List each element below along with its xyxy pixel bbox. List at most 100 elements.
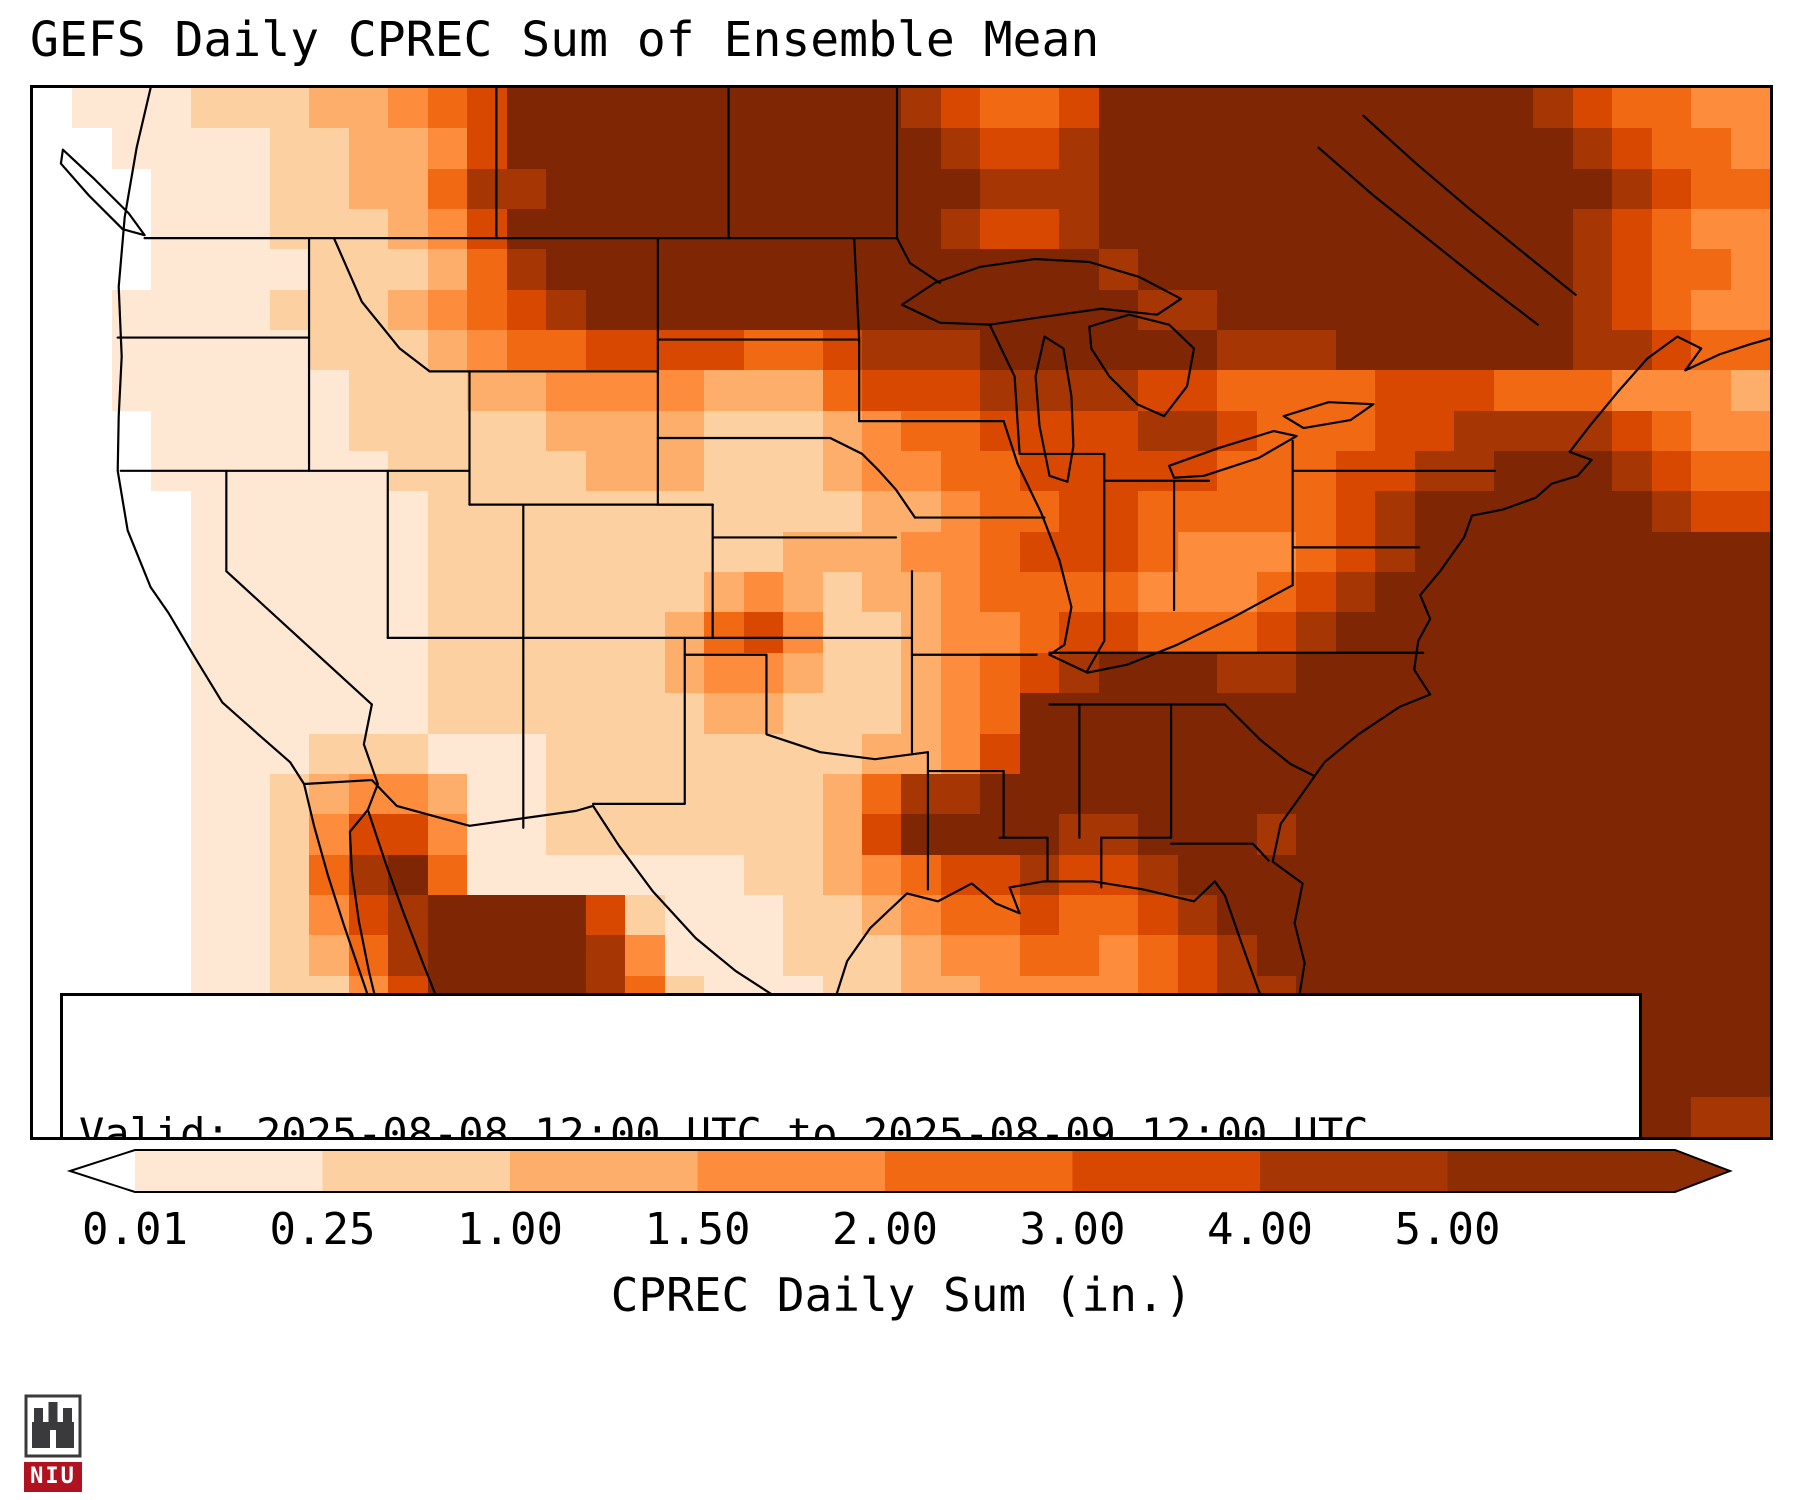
- heatmap-cell: [901, 289, 941, 331]
- heatmap-cell: [1019, 652, 1060, 694]
- heatmap-cell: [427, 88, 468, 129]
- heatmap-cell: [1414, 410, 1455, 452]
- heatmap-cell: [704, 209, 744, 250]
- colorbar-label: CPREC Daily Sum (in.): [610, 1268, 1193, 1322]
- heatmap-cell: [1651, 652, 1692, 694]
- heatmap-cell: [862, 572, 902, 613]
- heatmap-cell: [269, 612, 310, 653]
- heatmap-cell: [1730, 289, 1770, 331]
- heatmap-cell: [388, 652, 428, 694]
- heatmap-cell: [1454, 854, 1494, 895]
- heatmap-cell: [783, 612, 823, 653]
- heatmap-cell: [269, 854, 310, 895]
- heatmap-cell: [1493, 693, 1534, 734]
- heatmap-cell: [388, 531, 428, 573]
- heatmap-cell: [1691, 410, 1731, 452]
- heatmap-cell: [1533, 612, 1573, 653]
- heatmap-cell: [585, 451, 626, 492]
- heatmap-cell: [546, 814, 586, 855]
- heatmap-cell: [1612, 652, 1652, 694]
- heatmap-cell: [388, 693, 428, 734]
- heatmap-cell: [230, 249, 270, 290]
- heatmap-cell: [309, 491, 349, 532]
- heatmap-cell: [1138, 894, 1178, 936]
- heatmap-cell: [1454, 289, 1494, 331]
- heatmap-cell: [1296, 209, 1336, 250]
- heatmap-cell: [190, 531, 231, 573]
- heatmap-cell: [190, 652, 231, 694]
- heatmap-cell: [1454, 935, 1494, 976]
- heatmap-cell: [388, 733, 428, 774]
- heatmap-cell: [940, 733, 981, 774]
- heatmap-cell: [1730, 1056, 1770, 1097]
- heatmap-cell: [427, 733, 468, 774]
- heatmap-cell: [940, 572, 981, 613]
- heatmap-cell: [1059, 88, 1099, 129]
- heatmap-cell: [783, 370, 823, 411]
- heatmap-cell: [33, 410, 73, 452]
- heatmap-cell: [427, 249, 468, 290]
- heatmap-cell: [585, 491, 626, 532]
- heatmap-cell: [862, 451, 902, 492]
- heatmap-cell: [1493, 814, 1534, 855]
- heatmap-cell: [427, 531, 468, 573]
- heatmap-cell: [1177, 451, 1218, 492]
- heatmap-cell: [1691, 289, 1731, 331]
- heatmap-cell: [1572, 209, 1613, 250]
- heatmap-cell: [1691, 451, 1731, 492]
- heatmap-cell: [506, 451, 547, 492]
- heatmap-cell: [1059, 410, 1099, 452]
- heatmap-cell: [427, 612, 468, 653]
- heatmap-cell: [940, 773, 981, 815]
- heatmap-cell: [190, 209, 231, 250]
- heatmap-cell: [1138, 652, 1178, 694]
- heatmap-cell: [348, 88, 389, 129]
- heatmap-cell: [940, 209, 981, 250]
- heatmap-cell: [1059, 370, 1099, 411]
- heatmap-cell: [1059, 572, 1099, 613]
- heatmap-cell: [862, 491, 902, 532]
- heatmap-cell: [1217, 531, 1257, 573]
- heatmap-cell: [427, 289, 468, 331]
- heatmap-cell: [230, 88, 270, 129]
- heatmap-cell: [1651, 88, 1692, 129]
- heatmap-cell: [1612, 693, 1652, 734]
- heatmap-cell: [1296, 693, 1336, 734]
- heatmap-cell: [743, 693, 784, 734]
- heatmap-cell: [1019, 894, 1060, 936]
- heatmap-cell: [151, 652, 191, 694]
- heatmap-cell: [1177, 330, 1218, 371]
- heatmap-cell: [1533, 652, 1573, 694]
- heatmap-cell: [151, 531, 191, 573]
- heatmap-cell: [348, 128, 389, 169]
- heatmap-cell: [1019, 854, 1060, 895]
- heatmap-cell: [980, 330, 1020, 371]
- heatmap-cell: [743, 854, 784, 895]
- heatmap-cell: [388, 814, 428, 855]
- heatmap-cell: [111, 854, 152, 895]
- heatmap-cell: [862, 854, 902, 895]
- heatmap-cell: [1533, 249, 1573, 290]
- heatmap-cell: [1730, 1096, 1770, 1137]
- heatmap-cell: [467, 370, 507, 411]
- heatmap-cell: [1533, 894, 1573, 936]
- heatmap-cell: [1691, 370, 1731, 411]
- heatmap-cell: [467, 451, 507, 492]
- heatmap-cell: [1493, 612, 1534, 653]
- heatmap-cell: [1138, 531, 1178, 573]
- heatmap-cell: [1730, 935, 1770, 976]
- heatmap-cell: [190, 894, 231, 936]
- heatmap-cell: [506, 612, 547, 653]
- heatmap-cell: [940, 612, 981, 653]
- heatmap-cell: [862, 652, 902, 694]
- heatmap-cell: [664, 209, 705, 250]
- heatmap-cell: [585, 814, 626, 855]
- heatmap-cell: [467, 249, 507, 290]
- heatmap-cell: [427, 773, 468, 815]
- heatmap-cell: [72, 935, 112, 976]
- heatmap-cell: [506, 88, 547, 129]
- heatmap-cell: [348, 330, 389, 371]
- heatmap-cell: [1414, 88, 1455, 129]
- heatmap-cell: [743, 894, 784, 936]
